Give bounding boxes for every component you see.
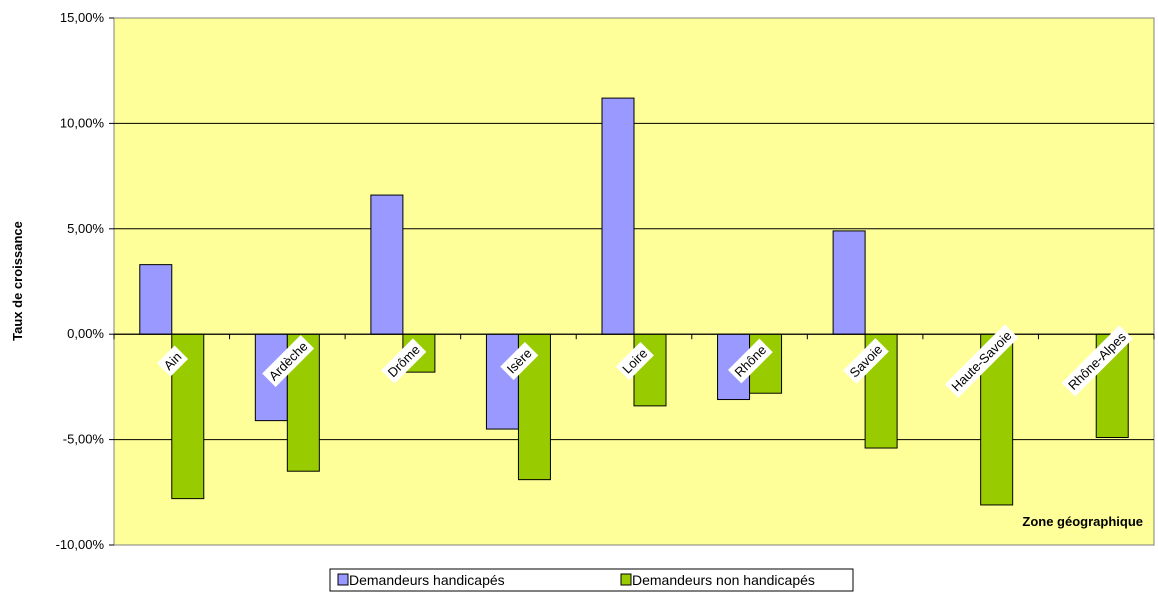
- category-label-background: [843, 338, 889, 384]
- bar-handicapes: [601, 97, 635, 335]
- y-axis-title: Taux de croissance: [10, 221, 25, 341]
- category-label-background: [615, 341, 654, 381]
- legend-swatch-handicapes: [337, 573, 349, 586]
- bar-handicapes: [832, 230, 866, 335]
- y-tick-label: -10,00%: [56, 537, 105, 552]
- category-label-background: [727, 338, 773, 384]
- y-tick-label: 0,00%: [67, 326, 104, 341]
- y-tick-labels: -10,00% -5,00% 0,00% 5,00% 10,00% 15,00%: [56, 10, 114, 552]
- category-label-background: [500, 341, 539, 381]
- zero-line: [113, 333, 1155, 340]
- category-label-background: [944, 324, 1019, 398]
- category-label-background: [1061, 325, 1133, 397]
- bar-handicapes: [485, 333, 519, 430]
- bar-handicapes: [139, 264, 173, 335]
- category-label: Drôme: [381, 338, 427, 384]
- category-label-background: [381, 338, 427, 384]
- legend-label-non-handicapes: Demandeurs non handicapés: [632, 572, 815, 588]
- legend-label-handicapes: Demandeurs handicapés: [349, 572, 505, 588]
- y-tick-label: 10,00%: [60, 115, 105, 130]
- y-tick-label: -5,00%: [63, 432, 105, 447]
- category-label-background: [157, 345, 189, 377]
- category-label: Ain: [157, 345, 189, 377]
- y-tick-label: 15,00%: [60, 10, 105, 25]
- category-label-background: [262, 335, 315, 387]
- legend: Demandeurs handicapés Demandeurs non han…: [329, 568, 854, 592]
- x-axis-title: Zone géographique: [1022, 514, 1143, 529]
- legend-swatch-non-handicapes: [620, 573, 632, 586]
- y-tick-label: 5,00%: [67, 221, 104, 236]
- legend-box: [329, 568, 854, 592]
- bar-handicapes: [370, 194, 404, 335]
